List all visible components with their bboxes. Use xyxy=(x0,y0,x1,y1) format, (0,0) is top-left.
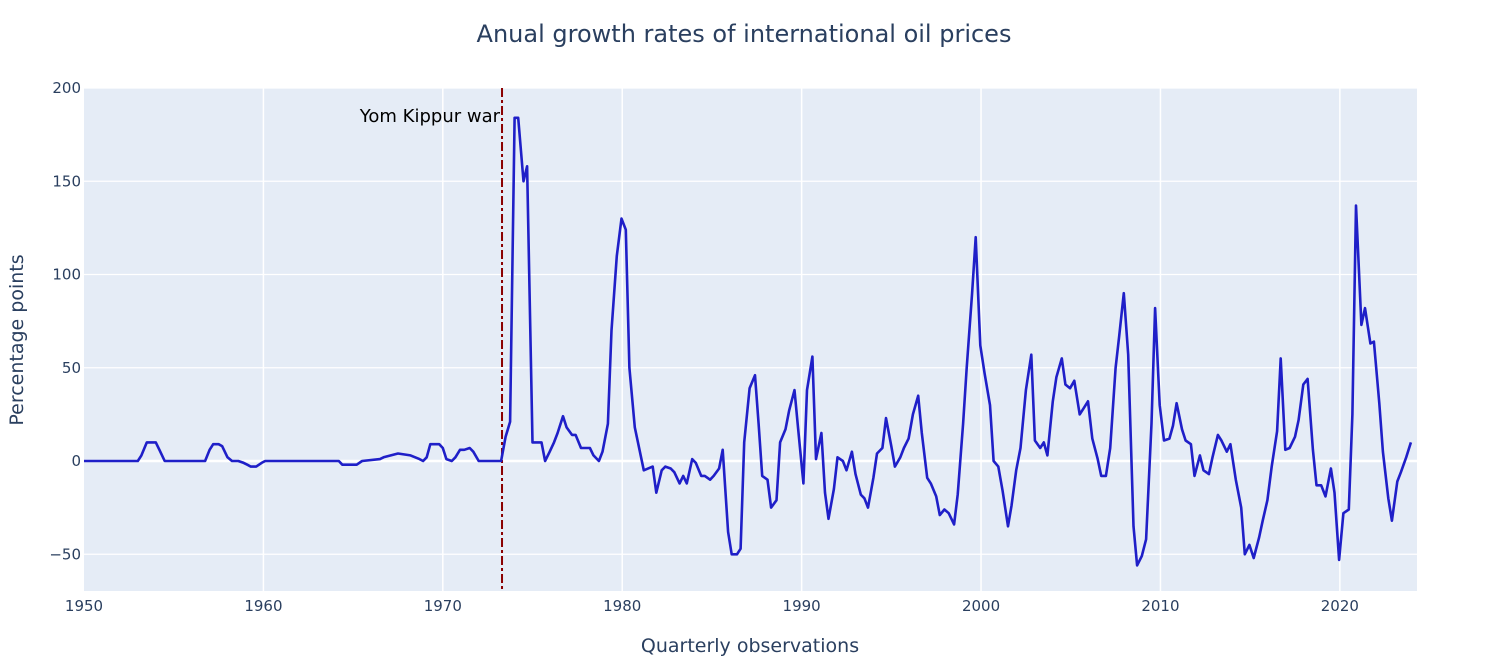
x-tick-label: 2010 xyxy=(1141,597,1179,615)
y-tick-label: −50 xyxy=(49,545,81,563)
annotations: Yom Kippur war xyxy=(359,106,501,127)
x-tick-label: 2020 xyxy=(1321,597,1359,615)
y-tick-labels: −50 0 50 100 150 200 xyxy=(49,79,81,563)
y-gridlines xyxy=(84,87,1417,555)
chart-title: Anual growth rates of international oil … xyxy=(477,20,1012,48)
annotation-label: Yom Kippur war xyxy=(359,106,501,127)
y-tick-label: 0 xyxy=(71,452,81,470)
y-tick-label: 150 xyxy=(52,172,81,190)
x-tick-label: 2000 xyxy=(962,597,1000,615)
x-tick-label: 1980 xyxy=(603,597,641,615)
x-tick-label: 1970 xyxy=(424,597,462,615)
x-axis-title: Quarterly observations xyxy=(641,635,859,657)
y-axis-title: Percentage points xyxy=(6,254,28,425)
y-tick-label: 200 xyxy=(52,79,81,97)
x-tick-label: 1960 xyxy=(244,597,282,615)
y-tick-label: 50 xyxy=(62,359,81,377)
series-line[interactable] xyxy=(84,116,1413,567)
x-tick-label: 1950 xyxy=(65,597,103,615)
plot-area[interactable] xyxy=(84,88,1417,591)
x-tick-label: 1990 xyxy=(783,597,821,615)
y-tick-label: 100 xyxy=(52,266,81,284)
x-tick-labels: 1950 1960 1970 1980 1990 2000 2010 2020 xyxy=(65,597,1359,615)
series-layer xyxy=(84,116,1413,567)
